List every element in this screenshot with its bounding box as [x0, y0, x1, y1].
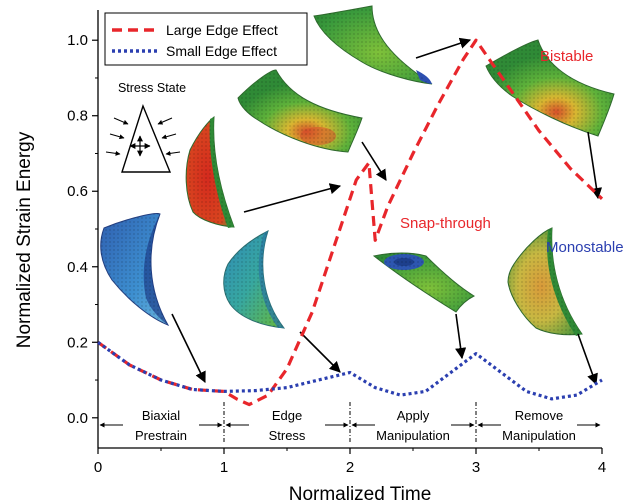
shell-illustrations: [100, 5, 615, 336]
y-tick-label: 0.2: [67, 334, 88, 351]
plot-axes: 0 1 2 3 4 0.0 0.2 0.4 0.6 0.8 1.0 Normalized Time…: [14, 10, 606, 504]
shell-monostable: [507, 227, 583, 336]
phase-label-line1: Biaxial: [142, 408, 180, 423]
arrow-hot-to-snap: [361, 141, 387, 181]
legend-label-small-edge: Small Edge Effect: [166, 43, 277, 59]
series-line-small-edge-effect: [97, 340, 603, 401]
shell-initial-blue: [100, 213, 170, 326]
snap-through-label: Snap-through: [400, 215, 491, 232]
shell-red: [185, 115, 235, 228]
phase-label-line1: Remove: [515, 408, 563, 423]
shell-top-right-green: [485, 39, 615, 137]
arrow-top-to-peak: [415, 37, 472, 59]
stress-state-label: Stress State: [118, 81, 186, 95]
x-tick-label: 0: [94, 459, 102, 476]
y-tick-label: 0.8: [67, 108, 88, 125]
arrow-teal-to-curve: [299, 331, 341, 373]
arrow-monostable-to-curve: [577, 333, 598, 386]
y-axis-label: Normalized Strain Energy: [14, 131, 35, 348]
y-tick-label: 1.0: [67, 32, 88, 49]
x-tick-label: 2: [346, 459, 354, 476]
shell-manipulation-blue-spot: [372, 252, 476, 313]
phase-label-line2: Manipulation: [502, 428, 576, 443]
y-tick-label: 0.0: [67, 410, 88, 427]
y-ticks: 0.0 0.2 0.4 0.6 0.8 1.0: [67, 32, 98, 427]
shell-teal: [223, 230, 286, 329]
data-series: [97, 38, 604, 407]
x-axis-label: Normalized Time: [289, 484, 432, 504]
connector-arrows: [171, 37, 603, 386]
legend: Large Edge Effect Small Edge Effect: [104, 12, 308, 66]
legend-label-large-edge: Large Edge Effect: [166, 22, 278, 38]
phase-label-line1: Edge: [272, 408, 302, 423]
x-tick-label: 3: [472, 459, 480, 476]
arrow-blue-to-curve: [171, 313, 206, 384]
x-tick-label: 4: [598, 459, 606, 476]
stress-triangle: [121, 103, 172, 173]
legend-box: [104, 12, 308, 66]
stress-state-inset: Stress State: [105, 81, 186, 173]
phase-annotations: Biaxial Prestrain Edge Stress Apply Manipulat…: [99, 402, 601, 444]
arrow-red-to-hot: [243, 183, 342, 213]
x-tick-label: 1: [220, 459, 228, 476]
phase-label-line2: Stress: [269, 428, 306, 443]
x-ticks: 0 1 2 3 4: [94, 448, 606, 476]
shell-top-hot: [237, 69, 363, 153]
phase-label-line2: Manipulation: [376, 428, 450, 443]
y-tick-label: 0.6: [67, 183, 88, 200]
series-line-large-edge-effect: [97, 38, 604, 407]
y-tick-label: 0.4: [67, 259, 88, 276]
arrow-manip-to-curve: [455, 313, 467, 360]
bistable-label: Bistable: [540, 48, 593, 65]
phase-label-line2: Prestrain: [135, 428, 187, 443]
phase-label-line1: Apply: [397, 408, 430, 423]
monostable-label: Monostable: [546, 239, 624, 256]
shell-top-green: [313, 5, 433, 85]
arrow-bistable-to-curve: [587, 131, 603, 200]
